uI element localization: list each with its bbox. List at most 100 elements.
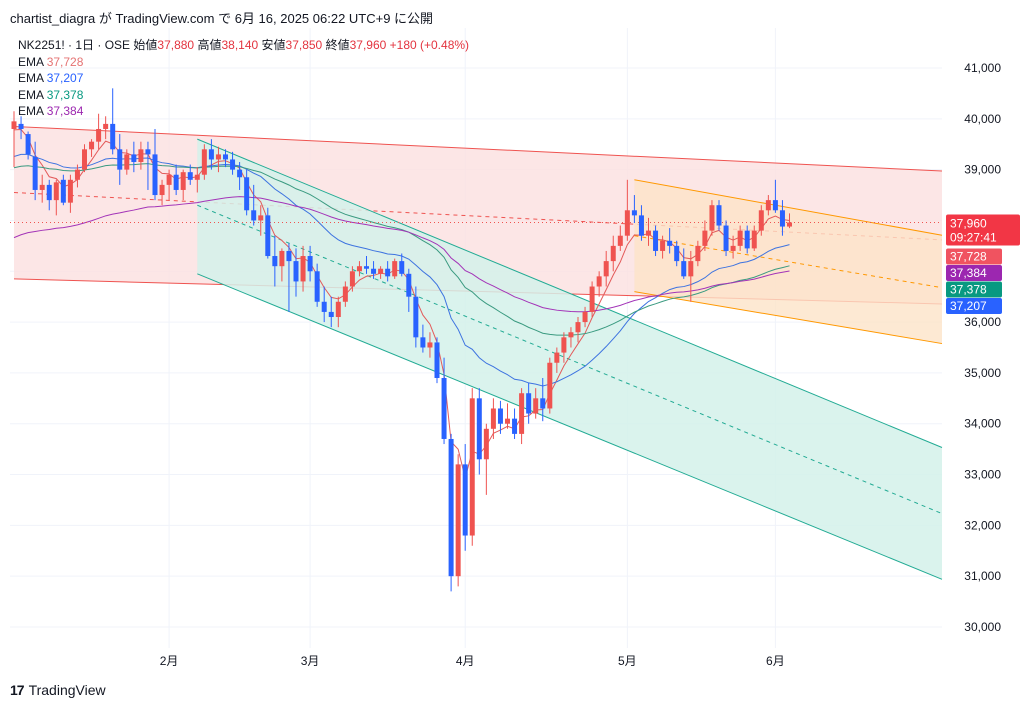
y-tick-label: 32,000 [964, 518, 1001, 532]
ema-row-4[interactable]: EMA 37,384 [18, 103, 469, 120]
candle-body [582, 311, 588, 323]
candle-body [568, 332, 574, 338]
candle-body [603, 261, 609, 277]
candle-body [744, 230, 750, 249]
candle-body [596, 276, 602, 287]
candle [547, 357, 553, 414]
candle-body [258, 215, 264, 221]
ema-row-3[interactable]: EMA 37,378 [18, 87, 469, 104]
candle-body [328, 311, 334, 318]
candle-body [364, 266, 369, 269]
ema-line [13, 196, 790, 313]
candle-body [138, 149, 144, 163]
price-chart[interactable]: 30,000 31,000 32,000 33,000 34,000 35,000 36,0… [0, 28, 1024, 678]
channel-lower [197, 273, 943, 580]
candle-body [765, 200, 771, 211]
candle-body [533, 398, 539, 414]
candle-body [279, 250, 285, 267]
footer[interactable]: 17 TradingView [10, 682, 106, 698]
channel-mid [634, 235, 943, 289]
candle-body [392, 261, 398, 277]
ema-price-badge-value: 37,207 [950, 299, 987, 313]
candle-body [244, 177, 250, 211]
candle [251, 184, 257, 226]
candle-body [237, 169, 243, 178]
candle [533, 388, 539, 419]
candle-body [681, 261, 687, 277]
author-line: chartist_diagra が TradingView.com で 6月 1… [10, 11, 434, 26]
candle [378, 266, 384, 279]
candle [772, 179, 778, 213]
candle [730, 235, 736, 259]
candle [110, 88, 116, 155]
chart-area[interactable]: 30,000 31,000 32,000 33,000 34,000 35,000 36,0… [0, 28, 1024, 678]
candle [646, 217, 651, 246]
last-price-value: 37,960 [950, 216, 987, 230]
candle [399, 253, 405, 277]
candle-body [540, 398, 546, 409]
candle [512, 408, 518, 439]
candle-body [145, 149, 151, 155]
candle [490, 398, 496, 439]
candle [603, 250, 609, 287]
candle [131, 141, 137, 173]
candle [589, 281, 595, 318]
candle-body [561, 337, 567, 353]
candle [152, 128, 158, 201]
time-axis: 2月 3月 4月 5月 6月 [160, 654, 785, 668]
candle-body [427, 342, 433, 348]
candle-body [490, 408, 496, 429]
candle [117, 134, 123, 185]
candle [624, 179, 630, 241]
candle-body [251, 210, 257, 221]
y-tick-label: 34,000 [964, 417, 1001, 431]
candle [476, 388, 482, 475]
change-value: +180 (+0.48%) [389, 38, 470, 52]
candle-body [166, 174, 172, 185]
candle-body [272, 256, 278, 267]
candle-body [434, 342, 440, 378]
candle-body [25, 134, 31, 155]
candle [159, 179, 165, 206]
ema-row-2[interactable]: EMA 37,207 [18, 70, 469, 87]
ohlc-row: NK2251! · 1日 · OSE 始値37,880 高値38,140 安値3… [18, 37, 469, 54]
candle-body [462, 464, 468, 536]
candle [67, 174, 73, 213]
candle [441, 357, 447, 445]
candle [300, 245, 306, 292]
candle [335, 296, 341, 328]
candle [765, 195, 771, 216]
candle [744, 225, 750, 254]
ema-value: 37,384 [46, 104, 84, 118]
y-tick-label: 41,000 [964, 61, 1001, 75]
channel-mid [13, 192, 943, 241]
candle-body [674, 245, 680, 262]
candle-body [399, 261, 405, 274]
candle-body [695, 245, 701, 262]
ema-value: 37,378 [46, 87, 84, 102]
candle [194, 167, 200, 193]
candle-body [46, 184, 52, 201]
candle [371, 261, 377, 279]
ema-row-1[interactable]: EMA 37,728 [18, 54, 469, 71]
y-tick-label: 36,000 [964, 315, 1001, 329]
candle-body [667, 240, 673, 246]
candle-body [787, 222, 792, 227]
candles [11, 88, 792, 592]
symbol-label: NK2251! · 1日 · OSE [18, 38, 131, 52]
candle [448, 433, 454, 592]
channel-upper [634, 179, 943, 236]
candle-body [716, 205, 722, 226]
candle [582, 306, 588, 328]
candle [46, 179, 52, 211]
x-tick-label: 4月 [456, 654, 475, 668]
candle [187, 164, 193, 185]
ema-price-badge-value: 37,378 [950, 282, 987, 296]
ema-label: EMA [18, 71, 44, 85]
candle-body [413, 296, 419, 338]
candle-body [180, 172, 186, 190]
candle-body [751, 230, 757, 249]
candle-body [314, 271, 320, 302]
candle-body [342, 286, 348, 302]
